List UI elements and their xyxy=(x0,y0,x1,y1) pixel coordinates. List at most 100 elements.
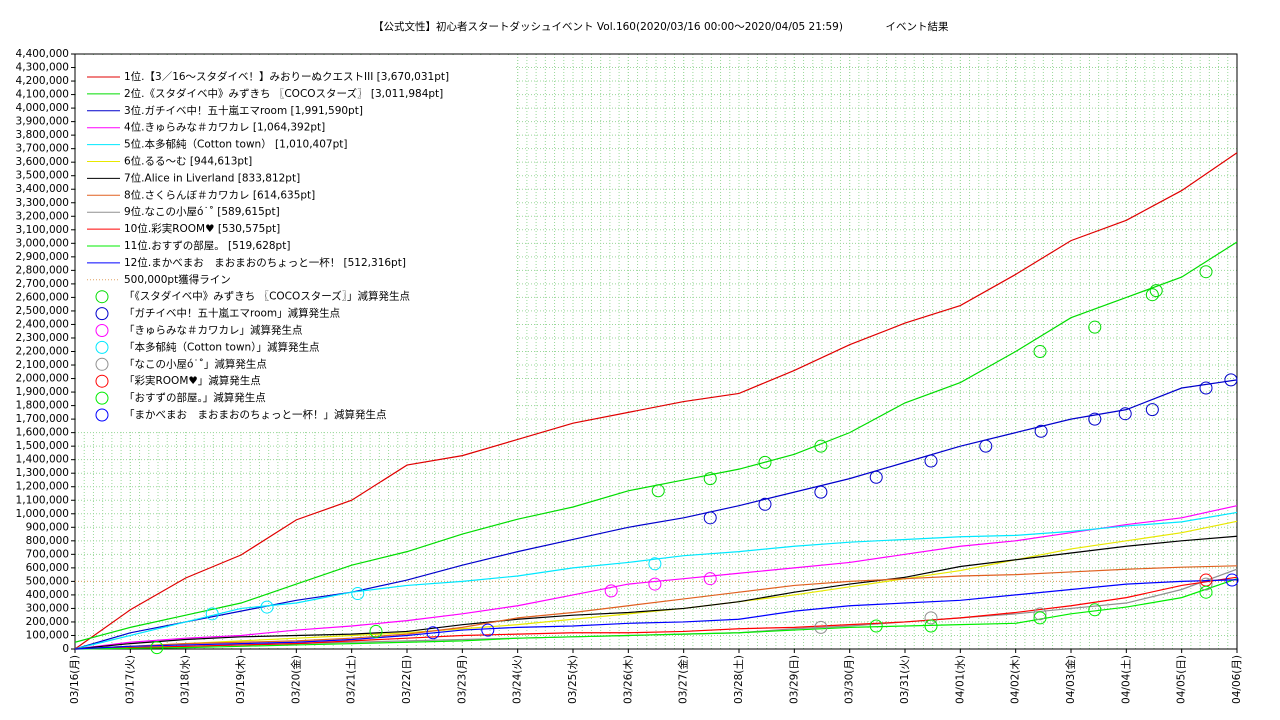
decrease-marker xyxy=(1145,288,1159,302)
y-tick-label: 400,000 xyxy=(26,589,69,601)
y-tick-label: 1,100,000 xyxy=(16,494,69,506)
series-line xyxy=(74,535,1238,650)
y-tick-label: 1,500,000 xyxy=(16,440,69,452)
y-tick-label: 2,700,000 xyxy=(16,278,69,290)
legend-box xyxy=(76,55,516,431)
legend-label: 9位.なこの小屋ó˙˚ [589,615pt] xyxy=(124,205,280,218)
y-tick-label: 3,300,000 xyxy=(16,197,69,209)
y-tick-label: 4,200,000 xyxy=(16,75,69,87)
y-tick-label: 900,000 xyxy=(26,521,69,533)
y-tick-label: 1,300,000 xyxy=(16,467,69,479)
series-line xyxy=(74,520,1238,650)
decrease-marker xyxy=(260,600,274,614)
legend-label: 「《スタダイベ中》みずきち 〖COCOスターズ〗」減算発生点 xyxy=(124,290,410,303)
legend-label: 「彩実ROOM♥」減算発生点 xyxy=(124,374,261,387)
decrease-marker xyxy=(604,584,618,598)
legend-label: 500,000pt獲得ライン xyxy=(124,273,231,286)
legend-label: 8位.さくらんぼ＃カワカレ [614,635pt] xyxy=(124,188,315,201)
decrease-marker xyxy=(481,623,495,637)
decrease-marker xyxy=(1224,373,1238,387)
series-line xyxy=(74,511,1238,650)
legend-label: 2位.《スタダイベ中》みずきち 〖COCOスターズ〗 [3,011,984pt] xyxy=(124,87,443,100)
y-tick-label: 4,300,000 xyxy=(16,62,69,74)
decrease-marker xyxy=(648,557,662,571)
y-tick-label: 1,700,000 xyxy=(16,413,69,425)
legend-marker xyxy=(95,374,109,388)
legend-label: 1位.【3／16〜スタダイベ！】みおりーぬクエストIII [3,670,031p… xyxy=(124,70,449,83)
y-tick-label: 700,000 xyxy=(26,548,69,560)
decrease-marker xyxy=(205,607,219,621)
y-tick-label: 500,000 xyxy=(26,575,69,587)
y-tick-label: 2,200,000 xyxy=(16,346,69,358)
decrease-marker xyxy=(869,619,883,633)
x-tick-label: 04/05(日) xyxy=(1176,655,1188,704)
y-tick-label: 3,100,000 xyxy=(16,224,69,236)
legend-label: 10位.彩実ROOM♥ [530,575pt] xyxy=(124,222,280,235)
x-tick-label: 03/24(火) xyxy=(512,655,524,704)
plot-frame xyxy=(74,53,1238,650)
legend-label: 11位.おすずの部屋。 [519,628pt] xyxy=(124,239,290,252)
legend-label: 「なこの小屋ó˙˚」減算発生点 xyxy=(124,357,267,370)
decrease-marker xyxy=(703,472,717,486)
decrease-marker xyxy=(369,624,383,638)
decrease-marker xyxy=(814,439,828,453)
y-tick-label: 200,000 xyxy=(26,616,69,628)
x-tick-label: 03/21(土) xyxy=(345,655,358,704)
decrease-marker xyxy=(1033,611,1047,625)
legend-label: 5位.本多郁純（Cotton town） [1,010,407pt] xyxy=(124,138,347,151)
series-line xyxy=(74,152,1238,650)
y-tick-label: 2,500,000 xyxy=(16,305,69,317)
legend-label: 「おすずの部屋。」減算発生点 xyxy=(124,391,266,404)
decrease-marker xyxy=(1145,403,1159,417)
y-tick-label: 1,600,000 xyxy=(16,427,69,439)
decrease-marker xyxy=(758,497,772,511)
x-tick-label: 04/06(月) xyxy=(1231,655,1243,704)
y-tick-label: 4,000,000 xyxy=(16,102,69,114)
y-tick-label: 1,900,000 xyxy=(16,386,69,398)
decrease-marker xyxy=(814,485,828,499)
decrease-marker xyxy=(651,484,665,498)
series-line xyxy=(74,576,1238,650)
y-tick-label: 2,100,000 xyxy=(16,359,69,371)
x-tick-label: 03/26(木) xyxy=(622,655,634,704)
y-tick-label: 2,000,000 xyxy=(16,373,69,385)
legend-label: 4位.きゅらみな＃カワカレ [1,064,392pt] xyxy=(124,121,325,134)
decrease-marker xyxy=(1088,412,1102,426)
legend-marker xyxy=(95,307,109,321)
chart-title: 【公式文性】初心者スタートダッシュイベント Vol.160(2020/03/16… xyxy=(373,20,843,33)
y-tick-label: 3,700,000 xyxy=(16,143,69,155)
y-tick-label: 2,800,000 xyxy=(16,264,69,276)
legend-label: 12位.まかべまお まおまおのちょっと一杯！ [512,316pt] xyxy=(124,256,406,269)
legend-marker xyxy=(95,324,109,337)
legend-label: 「きゅらみな＃カワカレ」減算発生点 xyxy=(124,324,303,337)
series-line xyxy=(74,579,1238,650)
decrease-marker xyxy=(924,611,938,625)
y-tick-label: 3,500,000 xyxy=(16,170,69,182)
decrease-marker xyxy=(1033,607,1047,621)
decrease-marker xyxy=(703,572,717,586)
decrease-marker xyxy=(1034,424,1048,438)
y-tick-label: 3,900,000 xyxy=(16,116,69,128)
legend-marker xyxy=(95,340,109,354)
x-tick-label: 04/03(金) xyxy=(1064,655,1077,704)
x-tick-label: 03/23(月) xyxy=(456,655,468,704)
legend-label: 「まかべまお まおまおのちょっと一杯！」減算発生点 xyxy=(124,408,387,421)
decrease-marker xyxy=(869,470,883,484)
decrease-marker xyxy=(1118,407,1132,421)
x-tick-label: 04/04(土) xyxy=(1119,655,1132,704)
x-tick-label: 03/17(火) xyxy=(124,655,136,704)
y-tick-label: 2,900,000 xyxy=(16,251,69,263)
decrease-marker xyxy=(1199,265,1213,279)
x-tick-label: 03/19(木) xyxy=(235,655,247,704)
y-tick-label: 4,100,000 xyxy=(16,89,69,101)
series-line xyxy=(74,505,1238,650)
x-tick-label: 03/25(水) xyxy=(567,655,579,704)
y-tick-label: 600,000 xyxy=(26,562,69,574)
decrease-marker xyxy=(1199,381,1213,395)
y-tick-label: 1,200,000 xyxy=(16,481,69,493)
legend-marker xyxy=(95,357,109,371)
decrease-marker xyxy=(351,587,365,601)
legend-marker xyxy=(95,408,109,422)
decrease-marker xyxy=(648,577,662,591)
